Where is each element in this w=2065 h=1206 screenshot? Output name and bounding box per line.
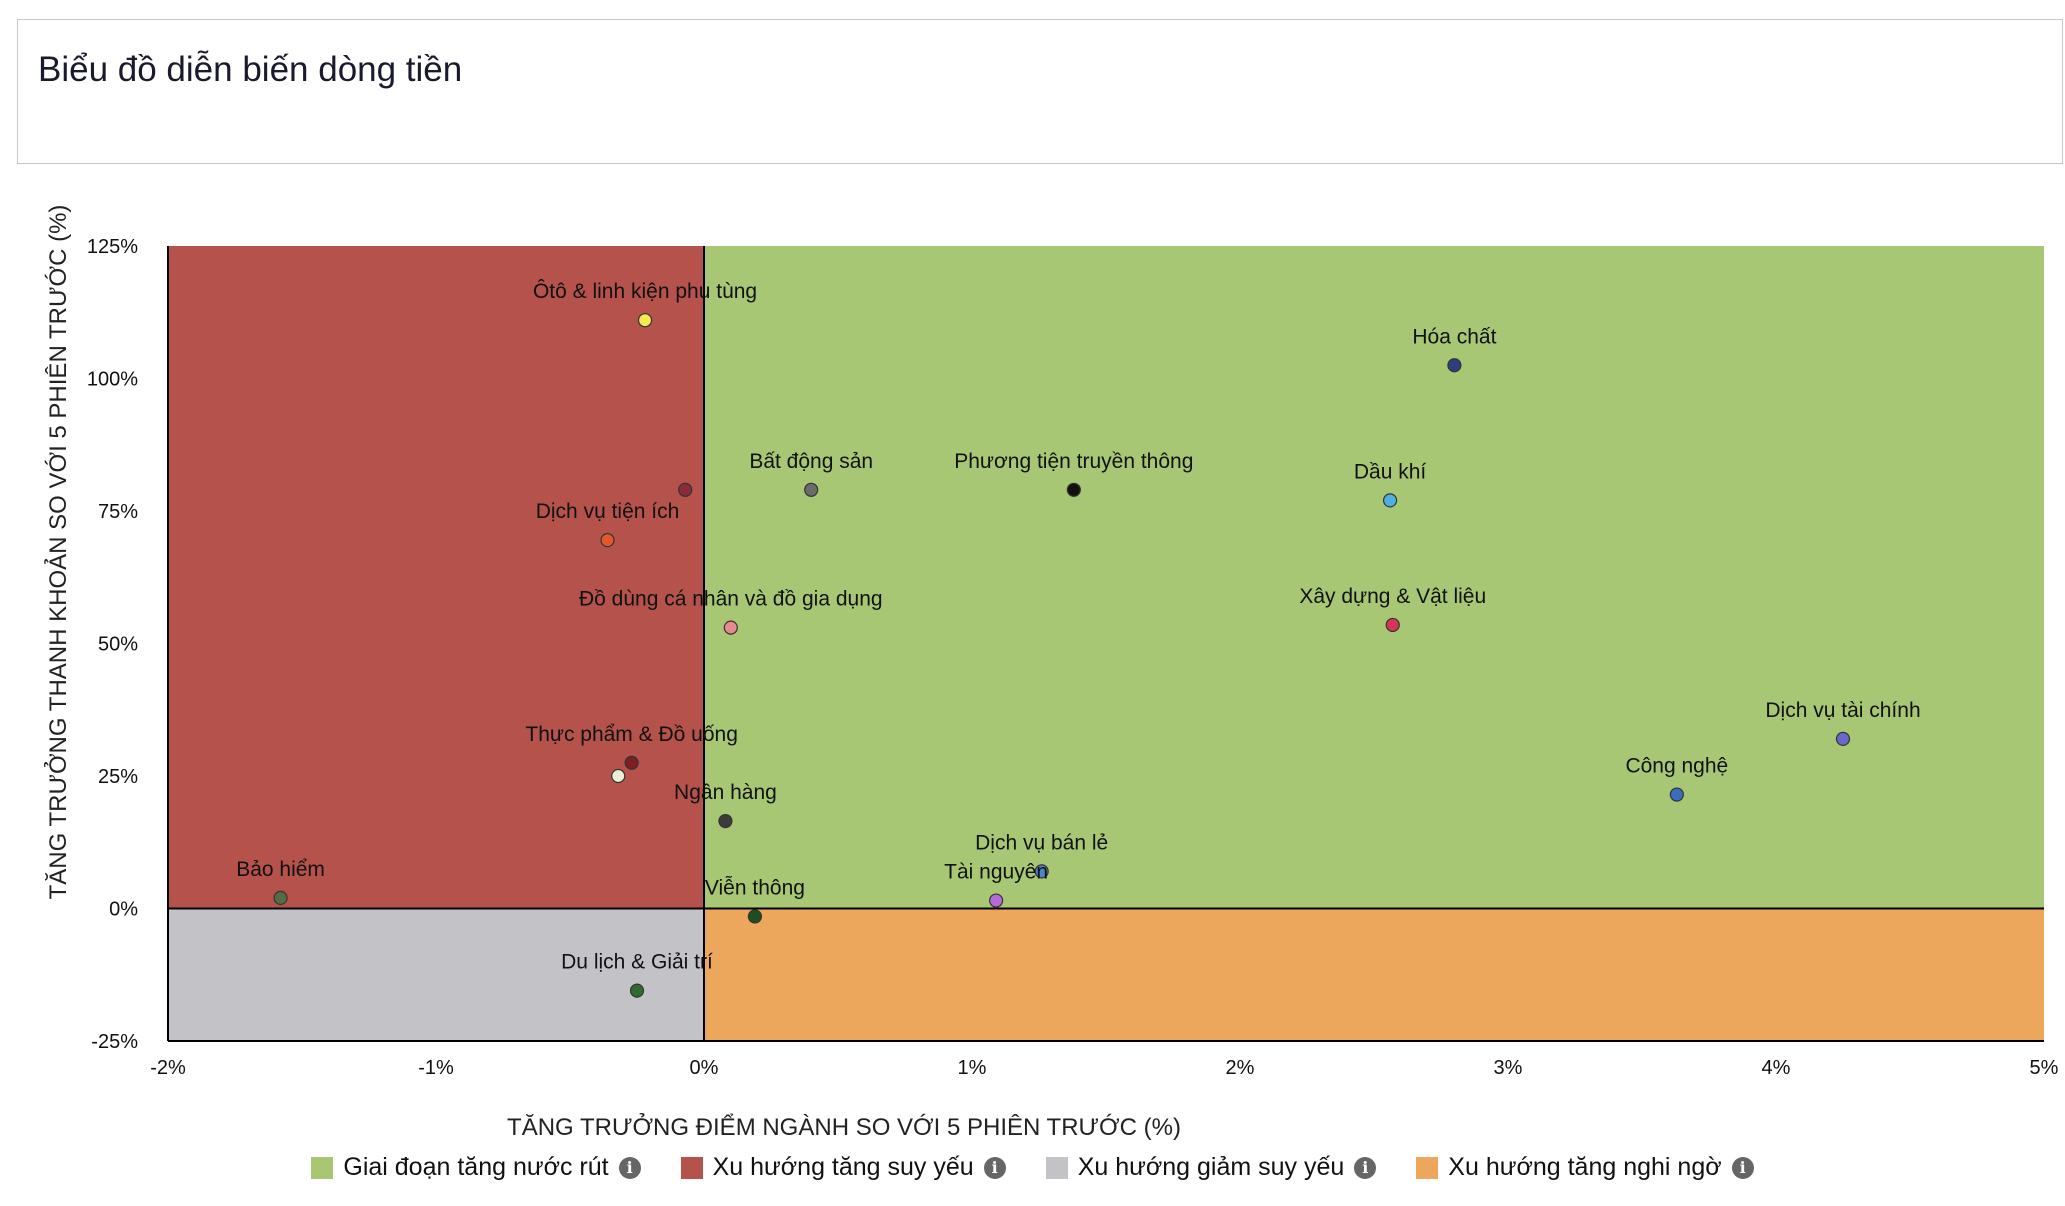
data-point[interactable] — [629, 983, 645, 998]
quadrant-2 — [168, 908, 704, 1041]
legend-item-xu-huong-tang-nghi-ngo[interactable]: Xu hướng tăng nghi ngờ i — [1416, 1153, 1754, 1182]
data-point-label: Hóa chất — [1412, 325, 1496, 348]
info-icon[interactable]: i — [618, 1156, 641, 1179]
data-point[interactable] — [1034, 864, 1049, 879]
data-point[interactable] — [747, 909, 763, 924]
x-tick-label: 1% — [958, 1057, 987, 1079]
data-point[interactable] — [1669, 787, 1684, 802]
legend-label: Xu hướng giảm suy yếu — [1077, 1153, 1345, 1181]
y-axis-label: TĂNG TRƯỞNG THANH KHOẢN SO VỚI 5 PHIÊN T… — [43, 205, 72, 900]
data-point[interactable] — [989, 893, 1004, 908]
data-point[interactable] — [624, 755, 639, 770]
data-point-label: Dịch vụ bán lẻ — [975, 831, 1108, 854]
data-point-label: Tài nguyên — [944, 861, 1048, 884]
quadrant-3 — [704, 908, 2044, 1041]
cashflow-scatter-chart: -2% -1% 0% 1% 2% 3% 4% 5% -25% 0% 25% 50% 75% 100% 125… — [43, 205, 2059, 1141]
data-point[interactable] — [718, 813, 733, 829]
data-point[interactable] — [1835, 731, 1851, 747]
data-point-label: Dịch vụ tài chính — [1765, 699, 1920, 722]
x-tick-label: 2% — [1226, 1057, 1255, 1079]
x-tick-label: 0% — [690, 1057, 719, 1079]
x-tick-label: 4% — [1762, 1057, 1791, 1079]
chart-legend: Giai đoạn tăng nước rút i Xu hướng tăng … — [0, 1153, 2065, 1182]
legend-label: Giai đoạn tăng nước rút — [343, 1153, 609, 1181]
y-tick-label: 0% — [109, 899, 138, 921]
info-icon[interactable]: i — [983, 1156, 1006, 1179]
data-point[interactable] — [637, 313, 653, 328]
data-point-label: Phương tiện truyền thông — [954, 450, 1193, 473]
data-point-label: Dầu khí — [1354, 460, 1427, 483]
legend-item-giai-doan-tang-nuoc-rut[interactable]: Giai đoạn tăng nước rút i — [311, 1153, 641, 1182]
data-point-label: Ngân hàng — [674, 781, 777, 804]
data-point[interactable] — [1382, 493, 1398, 508]
info-icon[interactable]: i — [1354, 1156, 1377, 1179]
legend-swatch — [311, 1156, 334, 1179]
data-point-label: Xây dựng & Vật liệu — [1299, 585, 1486, 608]
data-point[interactable] — [678, 482, 693, 497]
y-tick-label: 25% — [98, 766, 138, 788]
data-point-label: Công nghệ — [1625, 755, 1728, 778]
x-tick-label: 3% — [1494, 1057, 1523, 1079]
y-tick-label: 125% — [87, 236, 138, 258]
data-point[interactable] — [1447, 358, 1462, 373]
info-icon[interactable]: i — [1731, 1156, 1754, 1179]
legend-swatch — [1416, 1156, 1439, 1179]
y-tick-label: 50% — [98, 634, 138, 656]
data-point-label: Bất động sản — [749, 450, 873, 473]
data-point[interactable] — [1066, 482, 1081, 497]
page-title: Biểu đồ diễn biến dòng tiền — [38, 50, 463, 89]
data-point[interactable] — [804, 482, 819, 497]
legend-label: Xu hướng tăng suy yếu — [712, 1153, 974, 1181]
quadrant-1 — [168, 246, 704, 909]
y-tick-label: 100% — [87, 369, 138, 391]
x-tick-label: -2% — [150, 1057, 186, 1079]
quadrant-0 — [704, 246, 2044, 909]
y-tick-label: 75% — [98, 501, 138, 523]
data-point[interactable] — [611, 768, 626, 784]
legend-swatch — [680, 1156, 703, 1179]
data-point-label: Dịch vụ tiện ích — [536, 500, 680, 523]
data-point[interactable] — [273, 890, 288, 906]
legend-item-xu-huong-tang-suy-yeu[interactable]: Xu hướng tăng suy yếu i — [680, 1153, 1006, 1182]
data-point[interactable] — [1385, 617, 1400, 633]
legend-label: Xu hướng tăng nghi ngờ — [1448, 1153, 1722, 1181]
data-point-label: Du lịch & Giải trí — [561, 951, 713, 974]
y-tick-label: -25% — [91, 1031, 138, 1053]
x-tick-label: -1% — [418, 1057, 454, 1079]
data-point-label: Ôtô & linh kiện phụ tùng — [533, 280, 757, 303]
chart-header-box — [17, 19, 2063, 164]
data-point-label: Bảo hiểm — [236, 858, 325, 881]
data-point-label: Thực phẩm & Đồ uống — [525, 723, 738, 746]
x-axis-label: TĂNG TRƯỞNG ĐIỂM NGÀNH SO VỚI 5 PHIÊN TR… — [507, 1112, 1181, 1141]
data-point-label: Đồ dùng cá nhân và đồ gia dụng — [579, 588, 883, 611]
legend-swatch — [1045, 1156, 1068, 1179]
data-point[interactable] — [723, 620, 738, 635]
data-point-label: Viễn thông — [705, 876, 805, 899]
x-tick-label: 5% — [2030, 1057, 2059, 1079]
data-point[interactable] — [600, 533, 615, 548]
legend-item-xu-huong-giam-suy-yeu[interactable]: Xu hướng giảm suy yếu i — [1045, 1153, 1377, 1182]
